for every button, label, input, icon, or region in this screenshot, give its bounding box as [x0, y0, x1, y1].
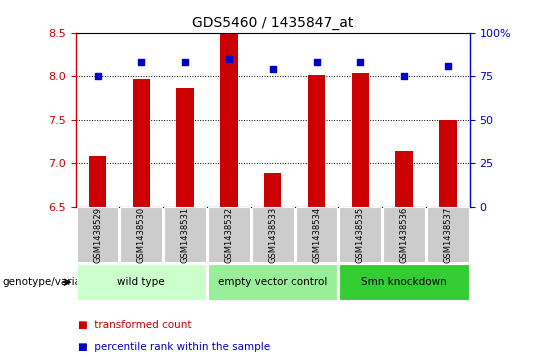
Text: GSM1438537: GSM1438537 [443, 207, 453, 263]
Text: GSM1438535: GSM1438535 [356, 207, 365, 263]
Bar [264, 173, 281, 207]
Title: GDS5460 / 1435847_at: GDS5460 / 1435847_at [192, 16, 353, 30]
Point [312, 60, 321, 65]
Bar [177, 87, 194, 207]
Text: wild type: wild type [118, 277, 165, 287]
Text: GSM1438529: GSM1438529 [93, 207, 102, 263]
Text: GSM1438530: GSM1438530 [137, 207, 146, 263]
Bar [220, 33, 238, 207]
Bar [395, 151, 413, 207]
Text: empty vector control: empty vector control [218, 277, 327, 287]
Text: ■  transformed count: ■ transformed count [78, 320, 192, 330]
Text: GSM1438534: GSM1438534 [312, 207, 321, 263]
Bar [308, 76, 325, 207]
Point [443, 63, 452, 69]
Text: Smn knockdown: Smn knockdown [361, 277, 447, 287]
Bar [352, 73, 369, 207]
Bar [89, 155, 106, 207]
Text: ■  percentile rank within the sample: ■ percentile rank within the sample [78, 342, 271, 352]
Bar [439, 120, 457, 207]
Point [268, 66, 277, 72]
Text: genotype/variation: genotype/variation [3, 277, 102, 287]
Text: GSM1438531: GSM1438531 [180, 207, 190, 263]
Bar [132, 79, 150, 207]
Text: GSM1438532: GSM1438532 [225, 207, 233, 263]
Text: GSM1438533: GSM1438533 [268, 207, 277, 263]
Point [400, 73, 408, 79]
Point [93, 73, 102, 79]
Point [356, 60, 364, 65]
Point [137, 60, 146, 65]
Point [181, 60, 190, 65]
Text: GSM1438536: GSM1438536 [400, 207, 409, 263]
Point [225, 56, 233, 62]
